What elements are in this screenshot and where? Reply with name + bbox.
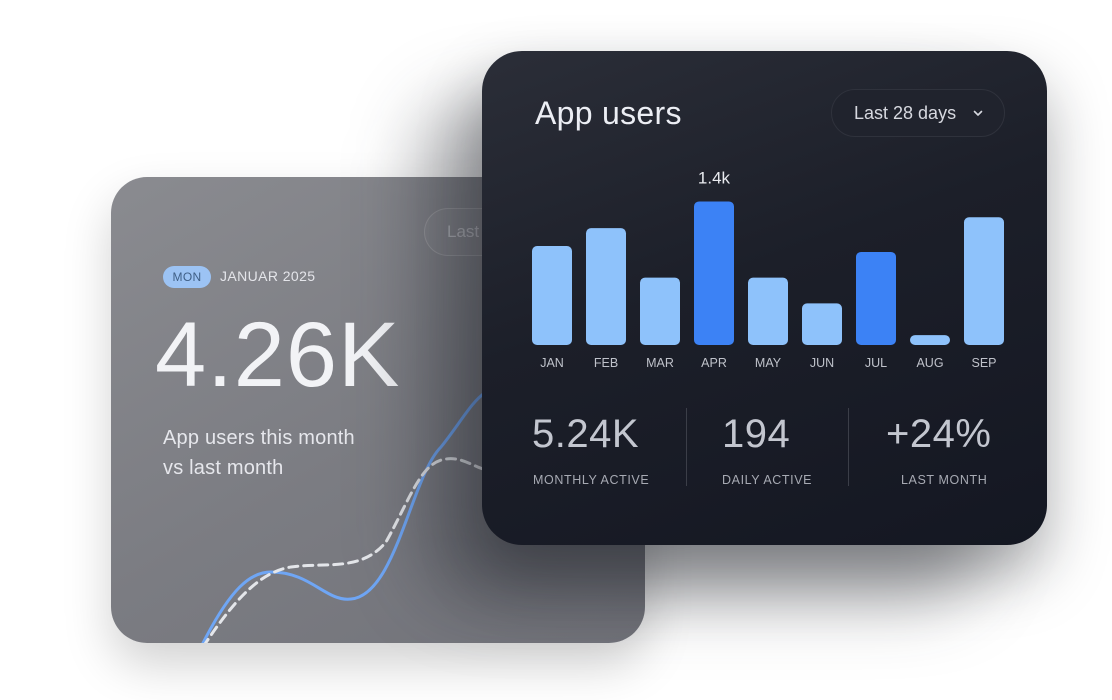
trend-curves — [201, 390, 488, 643]
day-badge: MON — [163, 266, 211, 288]
last-month-change-value: +24% — [886, 412, 992, 456]
current-month-curve — [201, 390, 488, 643]
daily-active-label: DAILY ACTIVE — [722, 473, 813, 487]
bar-may[interactable] — [748, 277, 788, 345]
big-metric-value: 4.26K — [155, 304, 401, 406]
date-range-label: Last 28 days — [854, 103, 957, 123]
x-tick-label: JUN — [810, 356, 834, 370]
bar-jul[interactable] — [856, 251, 896, 345]
stats-divider — [848, 408, 849, 486]
bar-sep[interactable] — [964, 217, 1004, 345]
x-tick-label: MAY — [755, 356, 782, 370]
x-tick-label: MAR — [646, 356, 674, 370]
x-tick-label: APR — [701, 356, 727, 370]
bar-value-annotation: 1.4k — [698, 168, 731, 187]
app-users-card: App users Last 28 days JAN FEB MAR APR 1.4k M… — [482, 51, 1047, 545]
date-label: JANUAR 2025 — [220, 268, 316, 284]
last-month-change-label: LAST MONTH — [901, 473, 988, 487]
x-tick-label: JAN — [540, 356, 564, 370]
metric-caption-line-1: App users this month — [163, 427, 355, 449]
bar-apr[interactable] — [694, 201, 734, 345]
stats-divider — [686, 408, 687, 486]
x-tick-label: AUG — [916, 356, 943, 370]
bar-feb[interactable] — [586, 228, 626, 345]
metric-caption-line-2: vs last month — [163, 457, 284, 479]
chevron-down-icon — [973, 110, 983, 116]
bar-aug[interactable] — [910, 335, 950, 345]
daily-active-value: 194 — [722, 412, 791, 456]
x-tick-label: JUL — [865, 356, 887, 370]
x-tick-label: FEB — [594, 356, 618, 370]
monthly-active-label: MONTHLY ACTIVE — [533, 473, 650, 487]
bar-jan[interactable] — [532, 246, 572, 345]
x-tick-label: SEP — [971, 356, 996, 370]
monthly-active-value: 5.24K — [532, 412, 640, 456]
monthly-users-bar-chart: JAN FEB MAR APR 1.4k MAY JUN JUL AUG SEP — [532, 168, 1004, 370]
bar-mar[interactable] — [640, 277, 680, 345]
date-range-dropdown[interactable]: Last 28 days — [831, 89, 1005, 137]
last-month-curve — [203, 457, 485, 643]
bar-jun[interactable] — [802, 303, 842, 345]
card-title: App users — [535, 95, 682, 131]
